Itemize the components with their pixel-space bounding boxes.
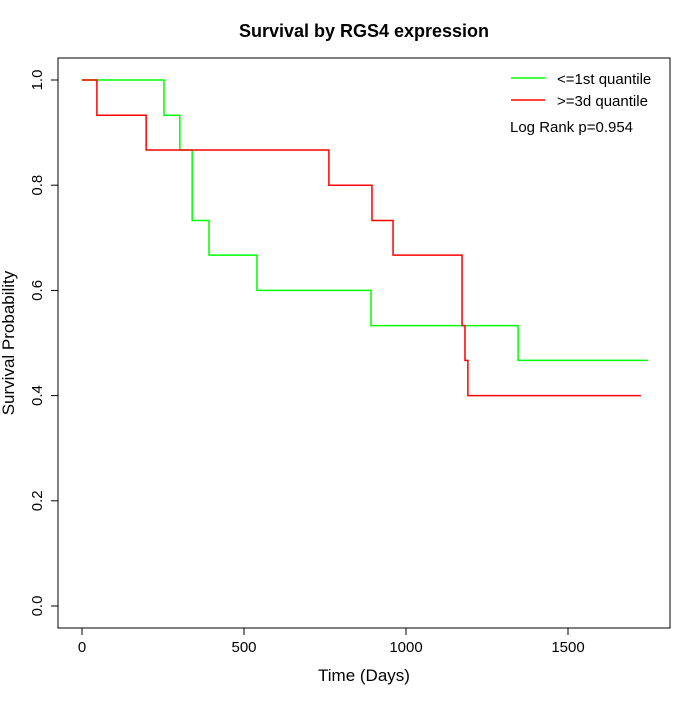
y-tick-label: 0.6 (29, 280, 46, 301)
logrank-annotation: Log Rank p=0.954 (510, 119, 633, 136)
y-tick-label: 0.2 (29, 490, 46, 511)
x-axis-label: Time (Days) (318, 666, 410, 685)
x-tick-label: 1500 (551, 639, 584, 656)
chart-title: Survival by RGS4 expression (239, 21, 489, 41)
x-tick-label: 1000 (389, 639, 422, 656)
legend-label-high: >=3d quantile (557, 93, 648, 110)
y-tick-label: 0.8 (29, 175, 46, 196)
y-axis-label: Survival Probability (0, 270, 18, 415)
plot-frame (57, 57, 671, 629)
x-tick-label: 500 (231, 639, 256, 656)
survival-curve-low (82, 79, 649, 362)
legend-label-low: <=1st quantile (557, 71, 651, 88)
x-tick-label: 0 (78, 639, 86, 656)
survival-curve-high (82, 79, 641, 397)
y-tick-label: 0.4 (29, 385, 46, 406)
legend: <=1st quantile >=3d quantile (511, 71, 651, 110)
y-tick-label: 0.0 (29, 596, 46, 617)
y-tick-label: 1.0 (29, 70, 46, 91)
